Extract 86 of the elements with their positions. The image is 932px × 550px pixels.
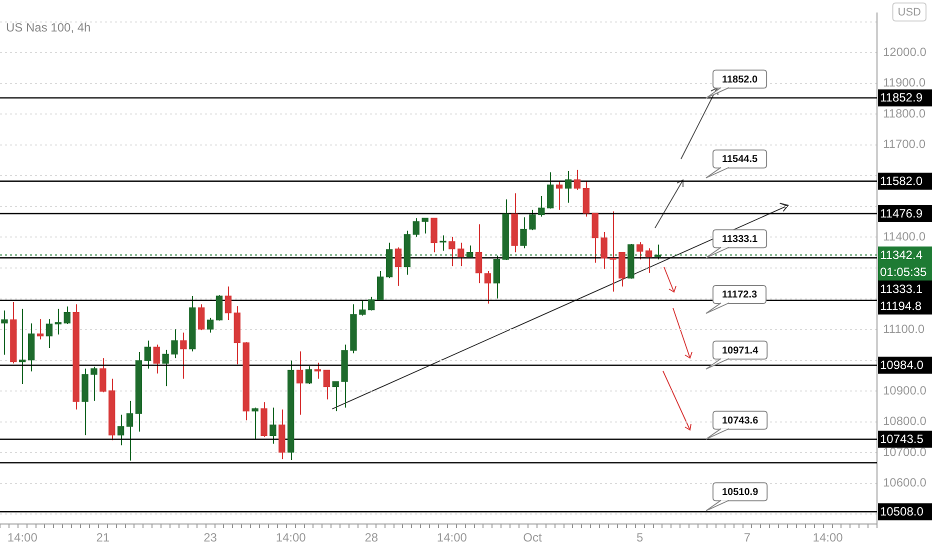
x-tick-label: 14:00 [436,530,468,545]
candlestick [394,246,402,286]
candlestick [448,236,456,267]
candlestick [556,180,563,210]
annotation: 11333.1 [722,234,758,246]
candlestick [180,332,187,380]
candlestick [484,270,492,304]
candlestick [547,172,554,210]
candlestick [19,308,26,384]
x-tick-label: 23 [204,530,218,545]
y-tick-label: 10600.0 [883,476,927,490]
candlestick [458,242,464,267]
candlestick [206,317,214,334]
candlestick [645,248,652,274]
candlestick [574,169,581,190]
candlestick [36,318,44,340]
x-tick-label: 7 [744,530,751,545]
candlestick [654,244,662,260]
candlestick [466,245,474,258]
candlestick [296,350,304,416]
y-tick-label: 11400.0 [883,230,926,244]
ref-line-label: 10743.5 [880,432,924,446]
x-tick-label: 14:00 [812,530,844,545]
candlestick [422,218,428,234]
x-tick-label: 5 [636,530,644,545]
candlestick [171,328,178,359]
candlestick [538,195,545,218]
x-tick-label: 14:00 [276,530,306,545]
candlestick [636,242,644,260]
x-tick-label: 14:00 [7,530,38,545]
ref-line-label: 11852.9 [880,90,923,105]
candlestick [332,381,339,412]
candlestick [46,318,53,348]
candlestick [100,358,106,393]
y-tick-label: 10800.0 [883,414,927,428]
candlestick [270,407,276,444]
candlestick [475,224,482,284]
candlestick [359,300,366,316]
candlestick [529,209,536,231]
ref-line-label: 11582.0 [880,174,923,188]
y-tick-label: 10900.0 [883,383,927,398]
text: US Nas 100, 4h [6,20,91,35]
annotation: 10971.4 [722,345,759,356]
candlestick [1,310,8,356]
candlestick [117,414,124,446]
y-tick-label: 11100.0 [883,322,925,336]
y-tick-label: 11800.0 [883,106,926,120]
annotation: 11172.3 [722,290,758,301]
annotation: 11544.5 [722,154,758,166]
y-tick-label: 11900.0 [883,76,926,90]
annotation: 11852.0 [722,74,758,86]
candlestick [314,362,322,380]
candlestick [564,170,572,204]
ref-line-label: 11194.8 [880,298,922,313]
candlestick [162,349,169,387]
candlestick [144,340,151,370]
x-tick-label: 28 [364,530,378,545]
ref-line-label: 11476.9 [880,206,923,220]
candlestick [368,296,375,311]
ref-line-label: 11342.4 01:05:35 [880,248,928,279]
candlestick [54,308,62,335]
candlestick [412,218,420,238]
candlestick [600,231,608,270]
candlestick [440,234,446,252]
candlestick [64,306,70,324]
y-tick-label: 11700.0 [883,137,926,152]
annotation: 10743.6 [722,415,759,426]
text: USD [898,6,922,19]
candlestick [252,407,258,440]
candlestick [520,216,527,249]
candlestick [198,304,205,331]
annotation: 10510.9 [722,487,759,498]
ref-line-label: 10984.0 [880,358,924,372]
candlestick [224,286,232,320]
ref-line-label: 11333.1 [880,282,923,296]
x-tick-label: 21 [96,530,110,545]
candlestick [90,366,98,402]
candlestick [153,344,160,374]
ref-line-label: 10508.0 [880,504,924,519]
candlestick [323,370,330,400]
candlestick [377,270,384,301]
candlestick [126,400,134,462]
y-tick-label: 10700.0 [883,444,927,459]
candlestick [305,366,312,384]
y-tick-label: 12000.0 [883,44,927,59]
x-tick-label: Oct [523,530,542,545]
